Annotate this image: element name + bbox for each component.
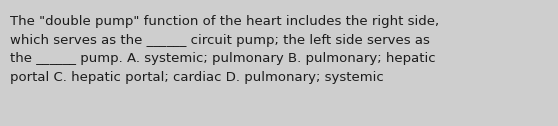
Text: The "double pump" function of the heart includes the right side,
which serves as: The "double pump" function of the heart … bbox=[10, 15, 439, 84]
